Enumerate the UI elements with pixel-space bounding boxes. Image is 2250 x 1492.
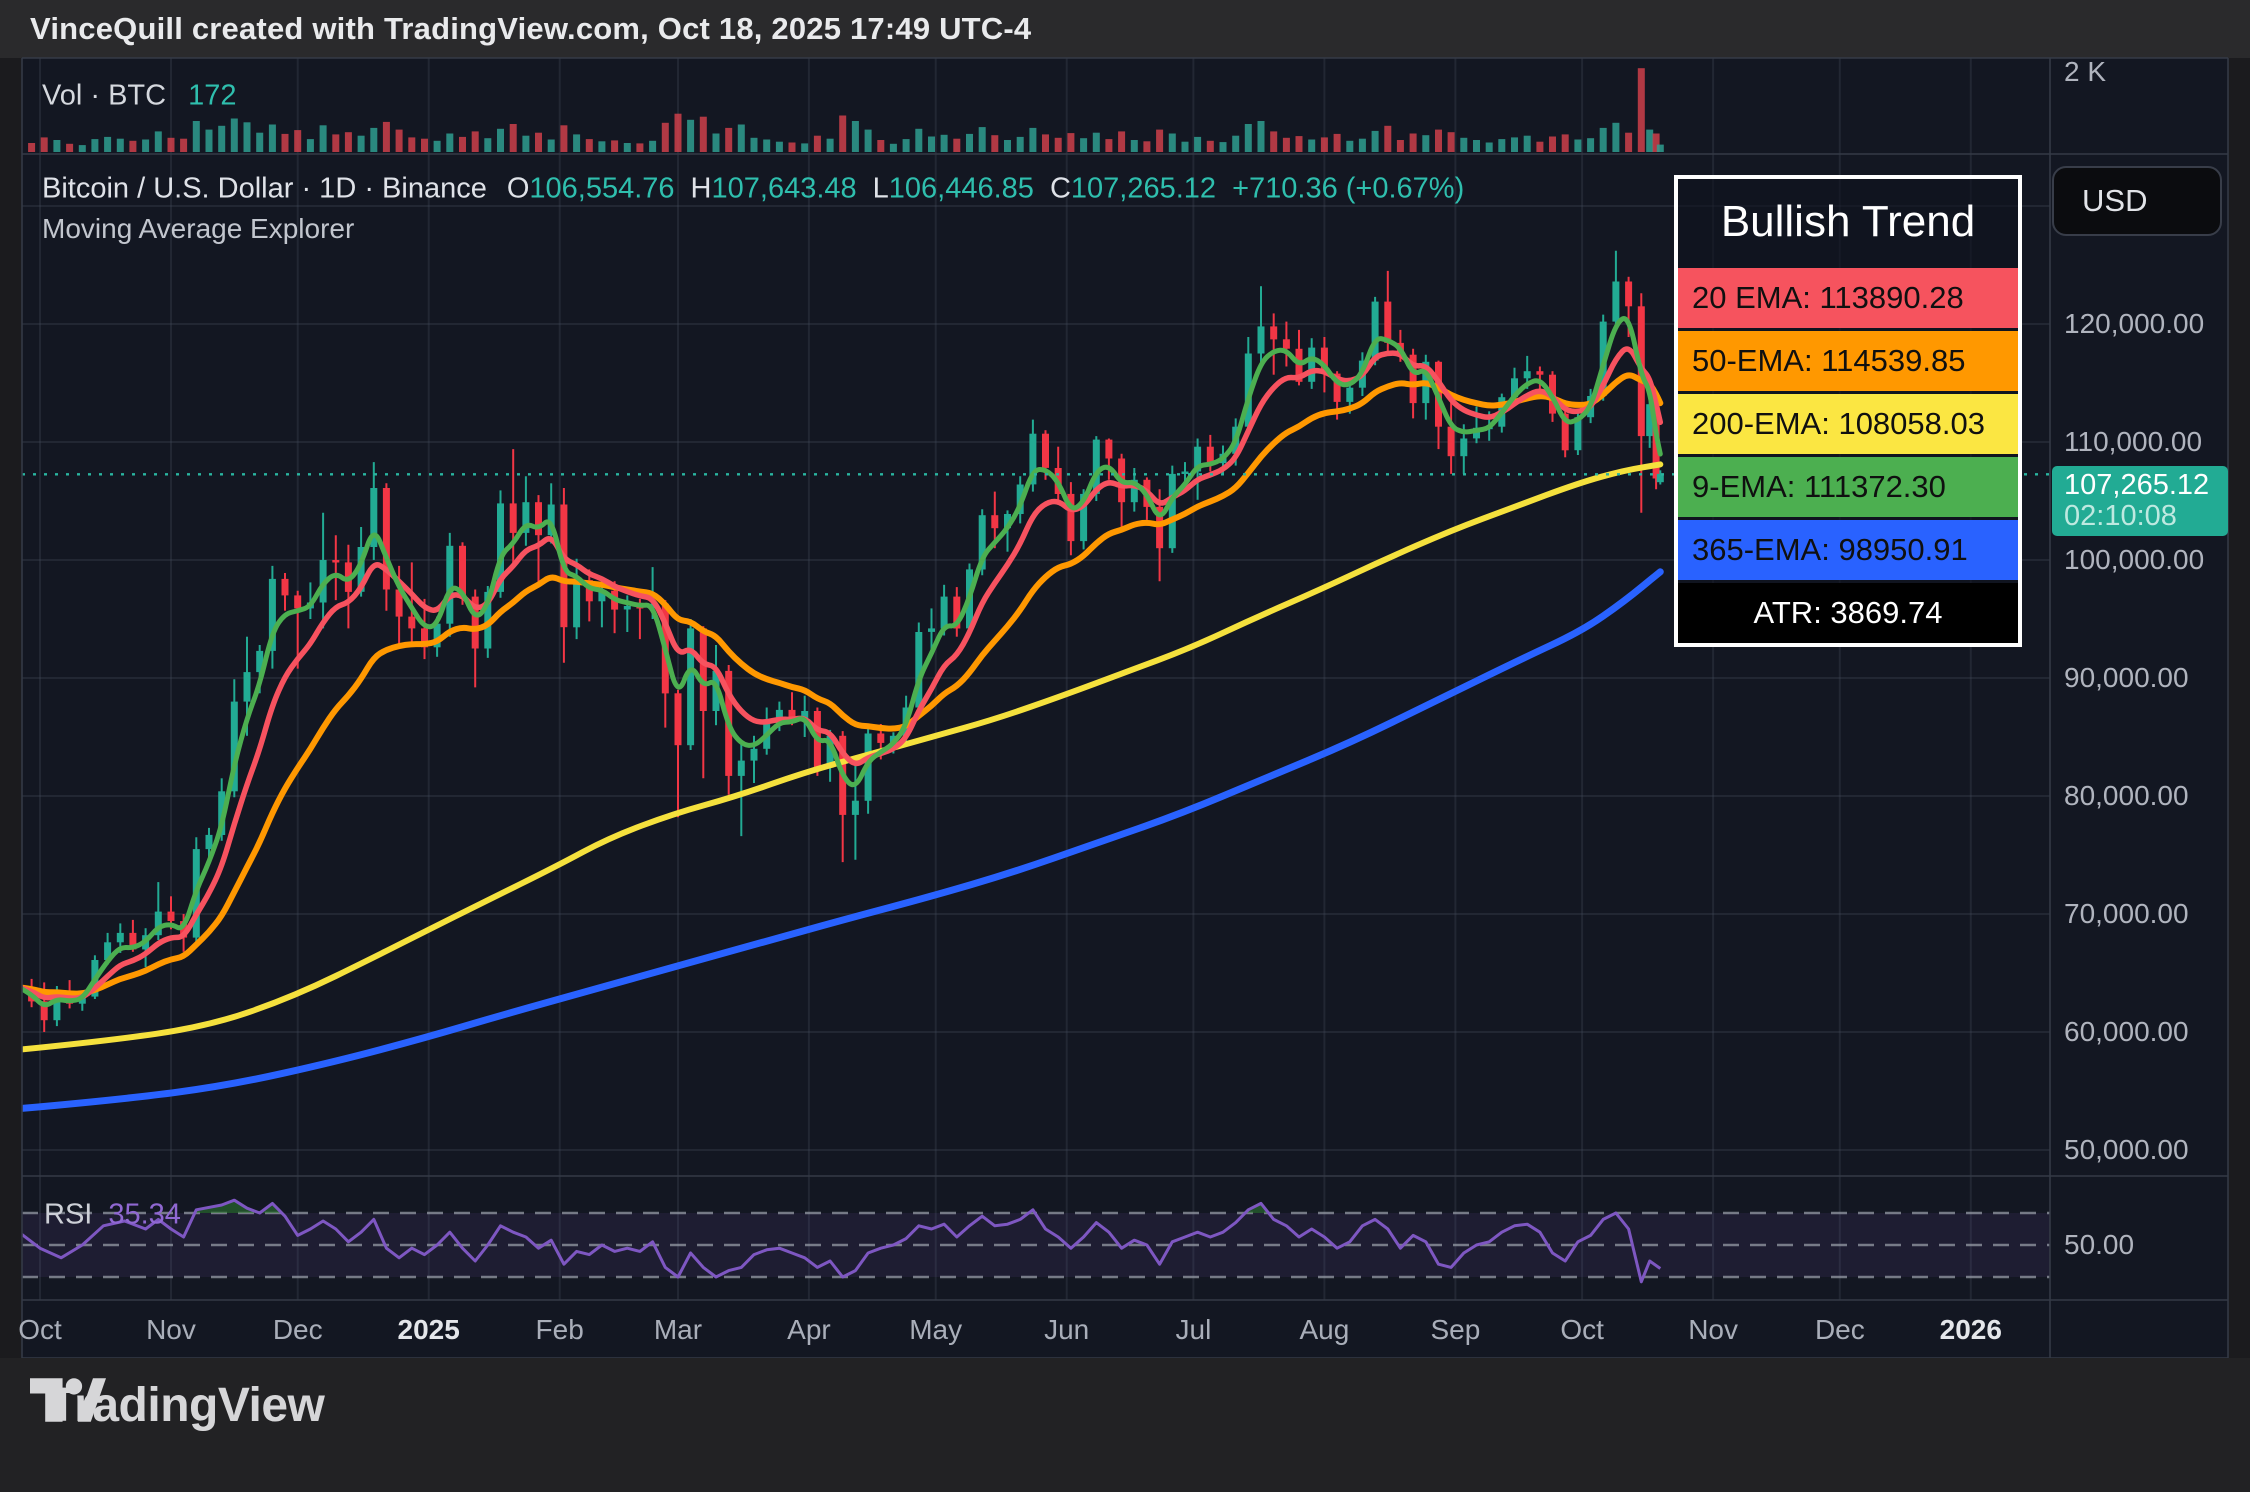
price-axis-label: 90,000.00 (2064, 662, 2189, 693)
indicator-name: Moving Average Explorer (42, 213, 355, 244)
time-axis-label: Nov (1688, 1314, 1738, 1345)
trend-box-row: 20 EMA: 113890.28 (1678, 268, 2018, 328)
time-axis-label: Mar (653, 1314, 703, 1345)
time-axis-label: Jun (1044, 1314, 1090, 1345)
rsi-label: RSI (44, 1198, 93, 1231)
time-axis-label: Oct (1560, 1314, 1604, 1345)
close-value: 107,265.12 (1070, 172, 1217, 205)
low-label: L (872, 172, 889, 205)
time-axis-label: Dec (1814, 1314, 1865, 1345)
rsi-value: 35.34 (108, 1198, 181, 1231)
price-axis-label: 110,000.00 (2064, 426, 2203, 457)
price-axis-label: 60,000.00 (2064, 1016, 2189, 1047)
price-axis[interactable]: 2 K 120,000.00 110,000.00 100,000.00 90,000.… (2052, 56, 2228, 1300)
left-margin (0, 58, 22, 1358)
rsi-legend: RSI 35.34 (44, 1199, 181, 1232)
open-label: O (506, 172, 530, 205)
time-axis-label: Sep (1430, 1314, 1481, 1345)
tradingview-logo[interactable]: TradingView (30, 1378, 325, 1433)
last-price-value: 107,265.12 (2064, 469, 2210, 501)
time-axis-label: Dec (272, 1314, 323, 1345)
high-value: 107,643.48 (711, 172, 857, 205)
price-axis-label: 70,000.00 (2064, 898, 2189, 929)
change-value: +710.36 (+0.67%) (1232, 172, 1465, 205)
time-axis[interactable]: Oct Nov Dec 2025 Feb Mar Apr May Jun Jul Aug Sep Oct… (18, 1300, 2050, 1358)
trend-box-row: 50-EMA: 114539.85 (1678, 331, 2018, 391)
price-axis-label: 100,000.00 (2064, 544, 2205, 575)
last-price-badge: 107,265.12 02:10:08 (2052, 466, 2228, 536)
time-axis-label: Oct (18, 1314, 62, 1345)
right-margin (2228, 58, 2250, 1358)
trend-box-row: ATR: 3869.74 (1678, 583, 2018, 643)
price-axis-label: 50,000.00 (2064, 1134, 2189, 1165)
trend-box-row: 200-EMA: 108058.03 (1678, 394, 2018, 454)
symbol-legend: Bitcoin / U.S. Dollar · 1D · Binance O106… (42, 173, 1464, 206)
bar-countdown: 02:10:08 (2064, 500, 2177, 532)
time-axis-label: May (909, 1314, 963, 1345)
footer-bar: TradingView (0, 1358, 2250, 1492)
watermark-title: VinceQuill created with TradingView.com,… (30, 11, 1032, 46)
volume-legend-value: 172 (188, 79, 237, 112)
time-axis-label: Aug (1299, 1314, 1350, 1345)
trend-summary-box: Bullish Trend 20 EMA: 113890.28 50-EMA: 1… (1674, 175, 2022, 647)
time-axis-label: Nov (146, 1314, 196, 1345)
open-value: 106,554.76 (529, 172, 675, 205)
currency-toggle-button[interactable]: USD (2052, 166, 2222, 236)
tradingview-logo-icon (30, 1378, 106, 1422)
volume-legend: Vol · BTC 172 (42, 80, 236, 113)
high-label: H (690, 172, 712, 205)
time-axis-label: Feb (535, 1314, 584, 1345)
indicator-legend: Moving Average Explorer (42, 213, 354, 245)
volume-axis-label: 2 K (2064, 56, 2107, 87)
price-axis-label: 120,000.00 (2064, 308, 2205, 339)
symbol-name: Bitcoin / U.S. Dollar · 1D · Binance (42, 172, 487, 205)
time-axis-label: 2026 (1939, 1314, 2002, 1345)
volume-legend-label: Vol · BTC (42, 79, 167, 112)
price-axis-label: 80,000.00 (2064, 780, 2189, 811)
low-value: 106,446.85 (888, 172, 1034, 205)
rsi-axis-label: 50.00 (2064, 1229, 2135, 1260)
time-axis-label: Jul (1175, 1314, 1212, 1345)
header-bar: VinceQuill created with TradingView.com,… (0, 0, 2250, 58)
currency-label: USD (2082, 183, 2148, 218)
trend-box-title: Bullish Trend (1720, 197, 1976, 246)
close-label: C (1049, 172, 1071, 205)
time-axis-label: 2025 (397, 1314, 460, 1345)
trend-box-row: 365-EMA: 98950.91 (1678, 520, 2018, 580)
trend-box-row: 9-EMA: 111372.30 (1678, 457, 2018, 517)
time-axis-label: Apr (787, 1314, 831, 1345)
